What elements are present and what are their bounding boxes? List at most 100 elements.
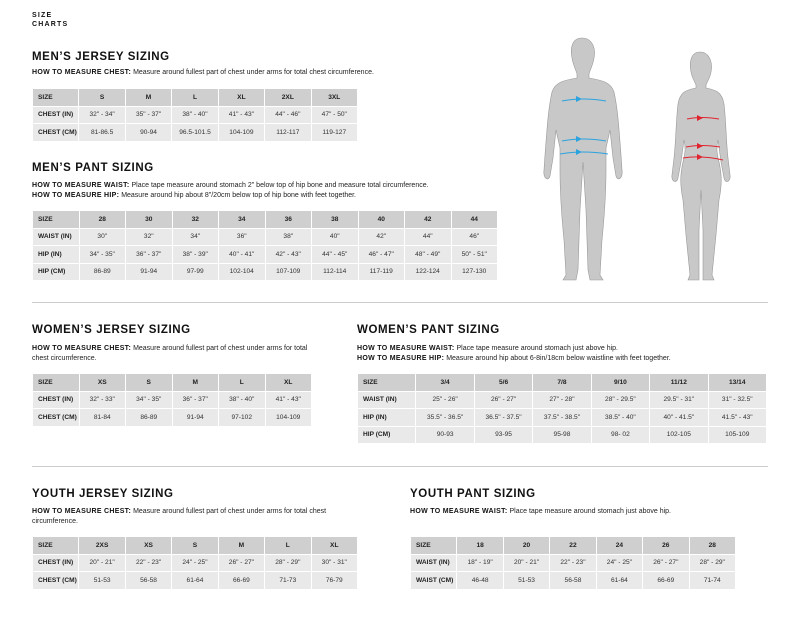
row-label-cell: CHEST (CM)	[31, 571, 80, 590]
table-cell: 32" - 34"	[78, 105, 126, 124]
table-cell: 71-74	[688, 571, 737, 590]
table-cell: 51-53	[78, 571, 126, 590]
instruction-text: Measure around hip about 8"/20cm below t…	[119, 192, 357, 199]
table-cell: 32"	[125, 227, 173, 246]
instruction-text: Place tape measure around stomach 2" bel…	[129, 182, 429, 189]
table-cell: XL	[217, 88, 266, 107]
row-label-cell: CHEST (CM)	[31, 123, 80, 142]
male-measure-arrows-icon	[559, 98, 609, 155]
female-figure-icon	[671, 51, 731, 281]
table-cell: 44" - 45"	[311, 245, 359, 264]
table-cell: 36" - 37"	[171, 390, 219, 409]
instruction: HOW TO MEASURE CHEST: Measure around ful…	[32, 507, 362, 527]
table-cell: 122-124	[404, 262, 452, 281]
table-row: HIP (IN) 34" - 35" 36" - 37" 38" - 39" 40" -…	[32, 245, 498, 264]
table-cell: 24" - 25"	[171, 553, 219, 572]
table-cell: 31" - 32.5"	[707, 390, 768, 409]
instruction-label: HOW TO MEASURE WAIST:	[357, 345, 455, 352]
table-cell: 119-127	[310, 123, 359, 142]
table-cell: 18	[456, 536, 504, 555]
table-cell: 46-48	[456, 571, 504, 590]
table-cell: L	[264, 536, 312, 555]
table-cell: 51-53	[502, 571, 551, 590]
table-row: CHEST (IN) 32" - 34" 35" - 37" 38" - 40" 41"…	[31, 105, 359, 124]
table-cell: 66-69	[642, 571, 690, 590]
row-label-cell: CHEST (IN)	[31, 553, 80, 572]
table-cell: 13/14	[707, 373, 768, 392]
table-cell: 47" - 50"	[310, 105, 359, 124]
table-cell: 117-119	[357, 262, 405, 281]
table-cell: 107-109	[264, 262, 312, 281]
instruction: HOW TO MEASURE CHEST: Measure around ful…	[32, 344, 314, 364]
instruction: HOW TO MEASURE WAIST: Place tape measure…	[32, 181, 532, 191]
row-label-cell: HIP (CM)	[356, 425, 417, 444]
instruction-label: HOW TO MEASURE CHEST:	[32, 508, 132, 515]
table-cell: 81-86.5	[78, 123, 126, 142]
table-row: WAIST (IN) 30" 32" 34" 36" 38" 40" 42" 44" 46"	[32, 227, 498, 246]
table-cell: 104-109	[264, 408, 312, 427]
table-cell: 71-73	[264, 571, 312, 590]
table-cell: 93-95	[473, 425, 534, 444]
table-cell: 29.5" - 31"	[649, 390, 709, 409]
table-cell: 38	[311, 210, 359, 229]
table-cell: 28	[688, 536, 737, 555]
table-cell: 61-64	[595, 571, 644, 590]
table-cell: 81-84	[78, 408, 126, 427]
section-title: MEN’S PANT SIZING	[32, 162, 154, 174]
section-title: YOUTH JERSEY SIZING	[32, 488, 174, 500]
table-cell: S	[125, 373, 173, 392]
table-cell: XL	[264, 373, 312, 392]
table-cell: 22" - 23"	[124, 553, 173, 572]
table-cell: 112-117	[264, 123, 312, 142]
table-cell: 97-99	[171, 262, 219, 281]
table-cell: 105-109	[707, 425, 768, 444]
row-label-cell: SIZE	[31, 88, 80, 107]
row-label-cell: SIZE	[409, 536, 458, 555]
size-table: SIZE 28 30 32 34 36 38 40 42 44 WAIST (IN) 30" 32" 34…	[32, 210, 498, 281]
table-cell: 20" - 21"	[502, 553, 551, 572]
row-label-cell: SIZE	[32, 373, 80, 392]
table-cell: 86-89	[78, 262, 126, 281]
table-cell: 102-105	[649, 425, 709, 444]
table-row: HIP (IN) 35.5" - 36.5" 36.5" - 37.5" 37.5" …	[356, 408, 768, 427]
table-cell: M	[124, 88, 173, 107]
table-cell: 40" - 41"	[218, 245, 266, 264]
table-row: HIP (CM) 90-93 93-95 95-98 98- 02 102-105 105-…	[356, 425, 768, 444]
table-cell: 9/10	[590, 373, 651, 392]
brand-label: SIZE CHARTS	[32, 11, 68, 29]
row-label-cell: SIZE	[32, 210, 80, 229]
table-cell: 44	[450, 210, 498, 229]
row-label-cell: CHEST (CM)	[32, 408, 80, 427]
table-cell: 42	[404, 210, 452, 229]
table-cell: 36" - 37"	[125, 245, 173, 264]
table-cell: 40	[357, 210, 405, 229]
table-cell: 3XL	[310, 88, 359, 107]
measure-instructions: HOW TO MEASURE CHEST: Measure around ful…	[32, 344, 314, 364]
table-cell: 35" - 37"	[124, 105, 173, 124]
row-label-cell: SIZE	[31, 536, 80, 555]
table-cell: 20	[502, 536, 551, 555]
measure-instructions: HOW TO MEASURE WAIST: Place tape measure…	[410, 507, 750, 517]
table-cell: 7/8	[532, 373, 592, 392]
row-label-cell: CHEST (IN)	[31, 105, 80, 124]
instruction: HOW TO MEASURE WAIST: Place tape measure…	[357, 344, 767, 354]
table-cell: 24" - 25"	[595, 553, 644, 572]
table-cell: 3/4	[415, 373, 475, 392]
table-row: CHEST (IN) 20" - 21" 22" - 23" 24" - 25" 26"…	[31, 553, 359, 572]
table-cell: 2XL	[264, 88, 312, 107]
table-cell: XS	[78, 373, 126, 392]
table-cell: 36	[264, 210, 312, 229]
table-cell: 104-109	[217, 123, 266, 142]
table-cell: 46"	[450, 227, 498, 246]
table-cell: 42" - 43"	[264, 245, 312, 264]
table-cell: 44" - 46"	[264, 105, 312, 124]
table-cell: 28" - 29"	[688, 553, 737, 572]
row-label-cell: WAIST (IN)	[409, 553, 458, 572]
table-cell: 90-93	[415, 425, 475, 444]
row-label-cell: WAIST (IN)	[356, 390, 417, 409]
table-row: WAIST (CM) 46-48 51-53 56-58 61-64 66-69 71-74	[409, 571, 737, 590]
table-cell: XS	[124, 536, 173, 555]
table-cell: 26" - 27"	[642, 553, 690, 572]
table-header-row: SIZE 3/4 5/6 7/8 9/10 11/12 13/14	[356, 373, 768, 392]
instruction: HOW TO MEASURE HIP: Measure around hip a…	[32, 191, 532, 201]
